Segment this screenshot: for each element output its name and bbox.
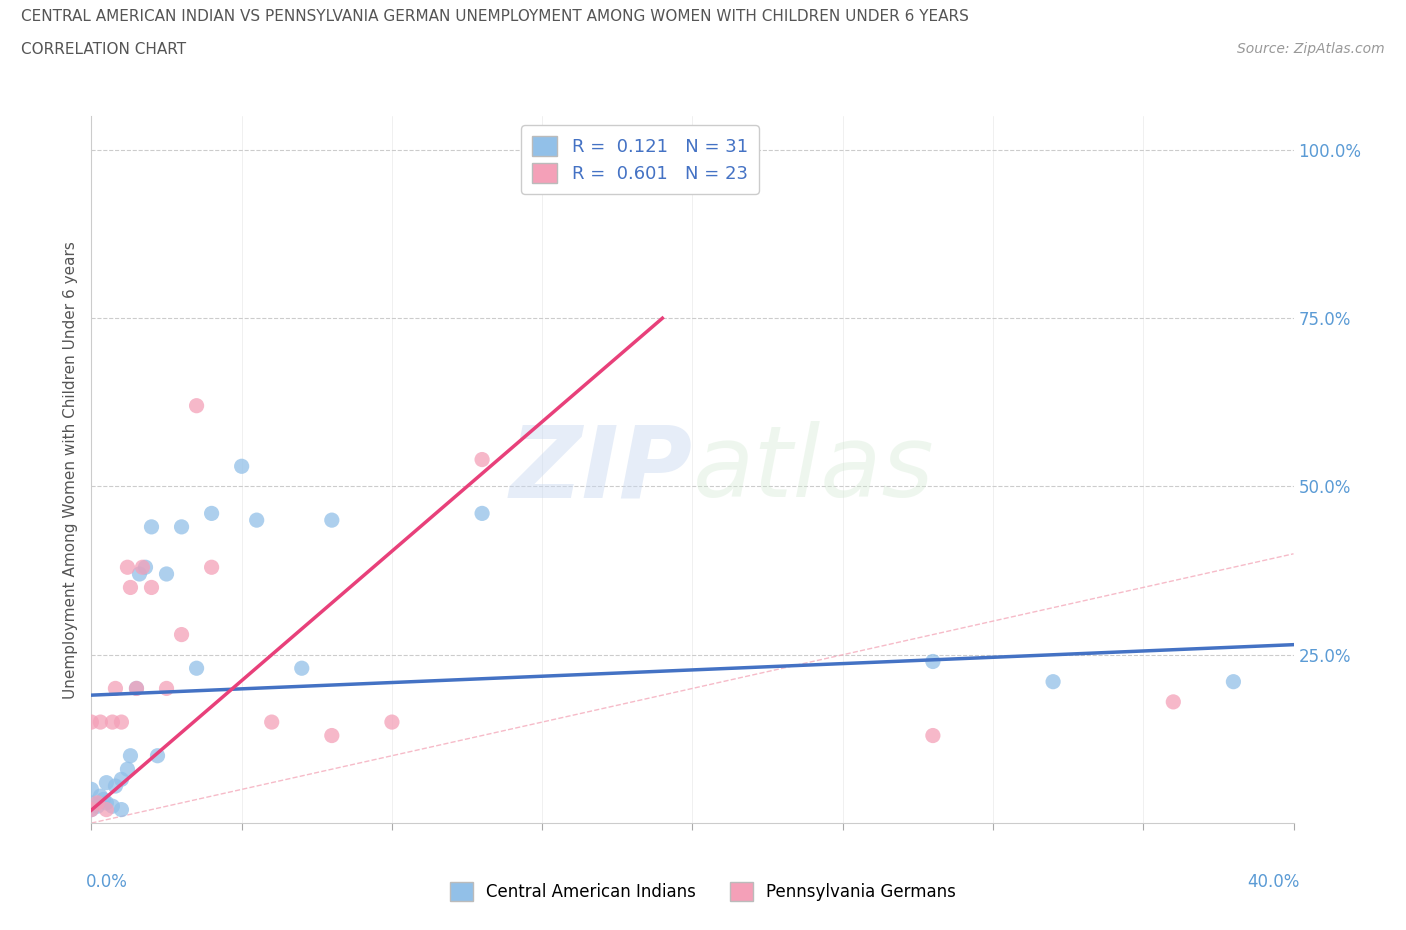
Point (93, 792, 115, 807)
Point (186, 398, 208, 413)
Text: ZIP: ZIP (509, 421, 692, 518)
Point (80, 803, 103, 817)
Point (291, 661, 314, 676)
Point (1161, 695, 1184, 710)
Point (120, 749, 142, 764)
Point (186, 661, 208, 676)
Point (86, 799, 108, 814)
Point (141, 520, 163, 535)
Point (96, 776, 118, 790)
Point (321, 512, 343, 527)
Point (201, 560, 224, 575)
Point (1042, 674, 1064, 689)
Text: Source: ZipAtlas.com: Source: ZipAtlas.com (1237, 42, 1385, 56)
Text: 40.0%: 40.0% (1247, 872, 1299, 891)
Point (128, 566, 150, 581)
Point (321, 728, 343, 743)
Point (80, 803, 103, 817)
Point (155, 566, 177, 581)
Point (110, 803, 132, 817)
Point (117, 762, 139, 777)
Y-axis label: Unemployment Among Women with Children Under 6 years: Unemployment Among Women with Children U… (63, 241, 79, 698)
Point (96, 803, 118, 817)
Point (110, 772, 132, 787)
Point (117, 560, 139, 575)
Point (89, 789, 111, 804)
Text: CORRELATION CHART: CORRELATION CHART (21, 42, 186, 57)
Point (146, 749, 169, 764)
Point (1222, 674, 1244, 689)
Point (80, 795, 103, 810)
Point (104, 778, 127, 793)
Point (922, 728, 945, 743)
Point (89, 714, 111, 729)
Point (131, 560, 153, 575)
Point (141, 580, 163, 595)
Point (170, 520, 193, 535)
Point (231, 458, 253, 473)
Point (170, 627, 193, 642)
Point (110, 714, 132, 729)
Point (101, 714, 124, 729)
Point (80, 714, 103, 729)
Point (922, 654, 945, 669)
Point (80, 782, 103, 797)
Point (381, 714, 404, 729)
Point (125, 681, 148, 696)
Point (155, 681, 177, 696)
Point (260, 714, 283, 729)
Text: 0.0%: 0.0% (86, 872, 128, 891)
Point (125, 681, 148, 696)
Point (120, 580, 142, 595)
Legend: R =  0.121   N = 31, R =  0.601   N = 23: R = 0.121 N = 31, R = 0.601 N = 23 (522, 126, 759, 194)
Point (104, 681, 127, 696)
Point (86, 795, 108, 810)
Point (246, 512, 269, 527)
Point (471, 452, 494, 467)
Point (201, 506, 224, 521)
Point (96, 795, 118, 810)
Point (101, 799, 124, 814)
Text: CENTRAL AMERICAN INDIAN VS PENNSYLVANIA GERMAN UNEMPLOYMENT AMONG WOMEN WITH CHI: CENTRAL AMERICAN INDIAN VS PENNSYLVANIA … (21, 9, 969, 24)
Point (471, 506, 494, 521)
Legend: Central American Indians, Pennsylvania Germans: Central American Indians, Pennsylvania G… (443, 876, 963, 908)
Text: atlas: atlas (692, 421, 934, 518)
Point (134, 560, 156, 575)
